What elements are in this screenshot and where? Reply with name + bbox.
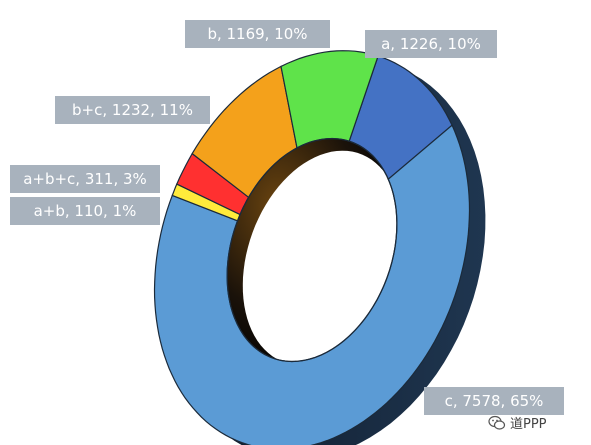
svg-text:b, 1169, 10%: b, 1169, 10% bbox=[207, 25, 307, 43]
data-label-b-plus-c: b+c, 1232, 11% bbox=[55, 96, 210, 124]
data-label-b: b, 1169, 10% bbox=[185, 20, 330, 48]
svg-text:c, 7578, 65%: c, 7578, 65% bbox=[445, 392, 544, 410]
donut-slices bbox=[153, 50, 471, 445]
watermark-text: 道PPP bbox=[510, 417, 547, 432]
wechat-icon bbox=[488, 415, 506, 430]
svg-text:a+b+c, 311, 3%: a+b+c, 311, 3% bbox=[23, 170, 147, 188]
data-label-c: c, 7578, 65% bbox=[424, 387, 564, 415]
data-label-a: a, 1226, 10% bbox=[365, 30, 497, 58]
svg-text:a+b, 110, 1%: a+b, 110, 1% bbox=[34, 202, 137, 220]
donut-hole-wall bbox=[227, 138, 402, 366]
svg-text:b+c, 1232, 11%: b+c, 1232, 11% bbox=[72, 101, 193, 119]
data-label-a-plus-b: a+b, 110, 1% bbox=[10, 197, 160, 225]
watermark: 道PPP bbox=[488, 413, 547, 432]
hole-opening bbox=[242, 150, 402, 366]
data-label-a-plus-b-plus-c: a+b+c, 311, 3% bbox=[10, 165, 160, 193]
hole-border bbox=[226, 137, 398, 363]
data-labels: a, 1226, 10% c, 7578, 65% a+b, 110, 1% a+b+… bbox=[10, 20, 564, 415]
svg-text:a, 1226, 10%: a, 1226, 10% bbox=[381, 35, 481, 53]
